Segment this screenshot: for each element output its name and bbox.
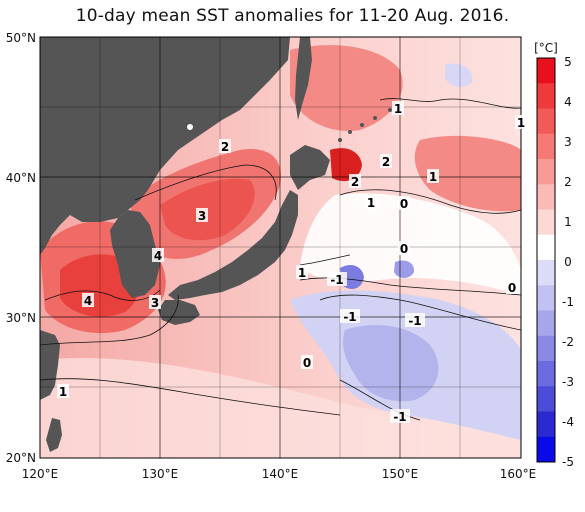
honshu-land (168, 190, 298, 300)
korea-land (110, 210, 160, 298)
lat-tick-label: 30°N (6, 311, 36, 325)
contour-label-background (392, 101, 404, 115)
longitude-axis: 120°E 130°E 140°E 150°E 160°E (22, 467, 537, 481)
colorbar-swatch (537, 159, 555, 185)
contour-label-background (82, 293, 94, 307)
contour-label-background (515, 115, 527, 129)
colorbar-tick-label: -1 (562, 295, 574, 309)
colorbar-tick-label: 3 (564, 135, 572, 149)
contour-label-background (506, 280, 518, 294)
contour-value-label: 2 (382, 155, 390, 169)
contour-label-background (349, 174, 361, 188)
land-areas (40, 37, 392, 452)
colorbar-swatch (537, 436, 555, 463)
colorbar-unit: [°C] (534, 41, 558, 55)
contour-value-label: -1 (330, 273, 343, 287)
contour-value-label: 3 (198, 209, 206, 223)
lat-tick-label: 50°N (6, 31, 36, 45)
contour-label-background (390, 409, 410, 423)
lat-tick-label: 40°N (6, 171, 36, 185)
contour-label-background (327, 272, 347, 286)
contour-value-label: 4 (154, 249, 162, 263)
lon-tick-label: 160°E (500, 467, 537, 481)
contour-label-background (301, 355, 313, 369)
contour-label-background (405, 313, 425, 327)
contour-value-label: 2 (221, 140, 229, 154)
colorbar-swatch (537, 285, 555, 311)
colorbar-swatch (537, 133, 555, 160)
contour-value-label: 1 (367, 196, 375, 210)
contour-value-label: 1 (298, 266, 306, 280)
colorbar-swatch (537, 260, 555, 286)
colorbar-swatch (537, 361, 555, 387)
contour-value-label: 2 (351, 175, 359, 189)
colorbar-tick-label: -5 (562, 455, 574, 469)
lat-tick-label: 20°N (6, 451, 36, 465)
contour-label-background (398, 241, 410, 255)
contour-value-label: 0 (400, 242, 408, 256)
contour-value-label: 1 (429, 170, 437, 184)
contour-label-background (427, 169, 439, 183)
colorbar-swatch (537, 234, 555, 261)
contour-value-label: 4 (84, 294, 92, 308)
contour-value-label: 1 (59, 385, 67, 399)
colorbar-tick-label: 2 (564, 175, 572, 189)
latitude-axis: 50°N 40°N 30°N 20°N (6, 31, 36, 465)
map-frame (39, 36, 522, 459)
colorbar-swatch (537, 411, 555, 438)
contour-label-background (380, 154, 392, 168)
lon-tick-label: 130°E (142, 467, 179, 481)
contour-value-label: 1 (394, 102, 402, 116)
colorbar-labels: 5 4 3 2 1 0 -1 -2 -3 -4 -5 (562, 55, 574, 469)
colorbar-swatch (537, 209, 555, 236)
colorbar-swatch (537, 108, 555, 135)
lon-tick-label: 140°E (262, 467, 299, 481)
colorbar-swatch (537, 335, 555, 362)
contour-value-label: 0 (508, 281, 516, 295)
map-title: 10-day mean SST anomalies for 11-20 Aug.… (75, 6, 510, 26)
graticule (40, 37, 521, 458)
colorbar: [°C] 5 4 3 2 1 0 -1 -2 -3 -4 -5 (534, 41, 574, 469)
taiwan-land (46, 418, 62, 452)
colorbar-tick-label: -3 (562, 375, 574, 389)
colorbar-swatches (537, 58, 555, 463)
colorbar-swatch (537, 310, 555, 337)
map-field (40, 37, 521, 458)
contour-value-label: -1 (393, 410, 406, 424)
lon-tick-label: 150°E (382, 467, 419, 481)
colorbar-tick-label: 0 (564, 255, 572, 269)
lon-tick-label: 120°E (22, 467, 59, 481)
colorbar-tick-label: 1 (564, 215, 572, 229)
contour-label-background (219, 139, 231, 153)
hokkaido-land (290, 145, 330, 190)
contour-label-background (296, 265, 308, 279)
contour-label-background (196, 208, 208, 222)
contour-value-label: 0 (303, 356, 311, 370)
contour-value-label: 3 (151, 296, 159, 310)
colorbar-tick-label: -4 (562, 415, 574, 429)
contour-label-background (57, 384, 69, 398)
colorbar-tick-label: 4 (564, 95, 572, 109)
colorbar-swatch (537, 184, 555, 210)
contour-value-label: -1 (408, 314, 421, 328)
contour-value-label: 0 (400, 197, 408, 211)
contour-label-background (340, 309, 360, 323)
contour-value-label: 1 (517, 116, 525, 130)
contour-value-label: -1 (343, 310, 356, 324)
contour-label-background (365, 195, 377, 209)
contour-label-background (149, 295, 161, 309)
colorbar-swatch (537, 386, 555, 412)
colorbar-swatch (537, 58, 555, 84)
colorbar-swatch (537, 83, 555, 109)
colorbar-tick-label: -2 (562, 335, 574, 349)
colorbar-tick-label: 5 (564, 55, 572, 69)
contour-label-background (152, 248, 164, 262)
contour-lines (40, 98, 521, 421)
contour-label-background (398, 196, 410, 210)
